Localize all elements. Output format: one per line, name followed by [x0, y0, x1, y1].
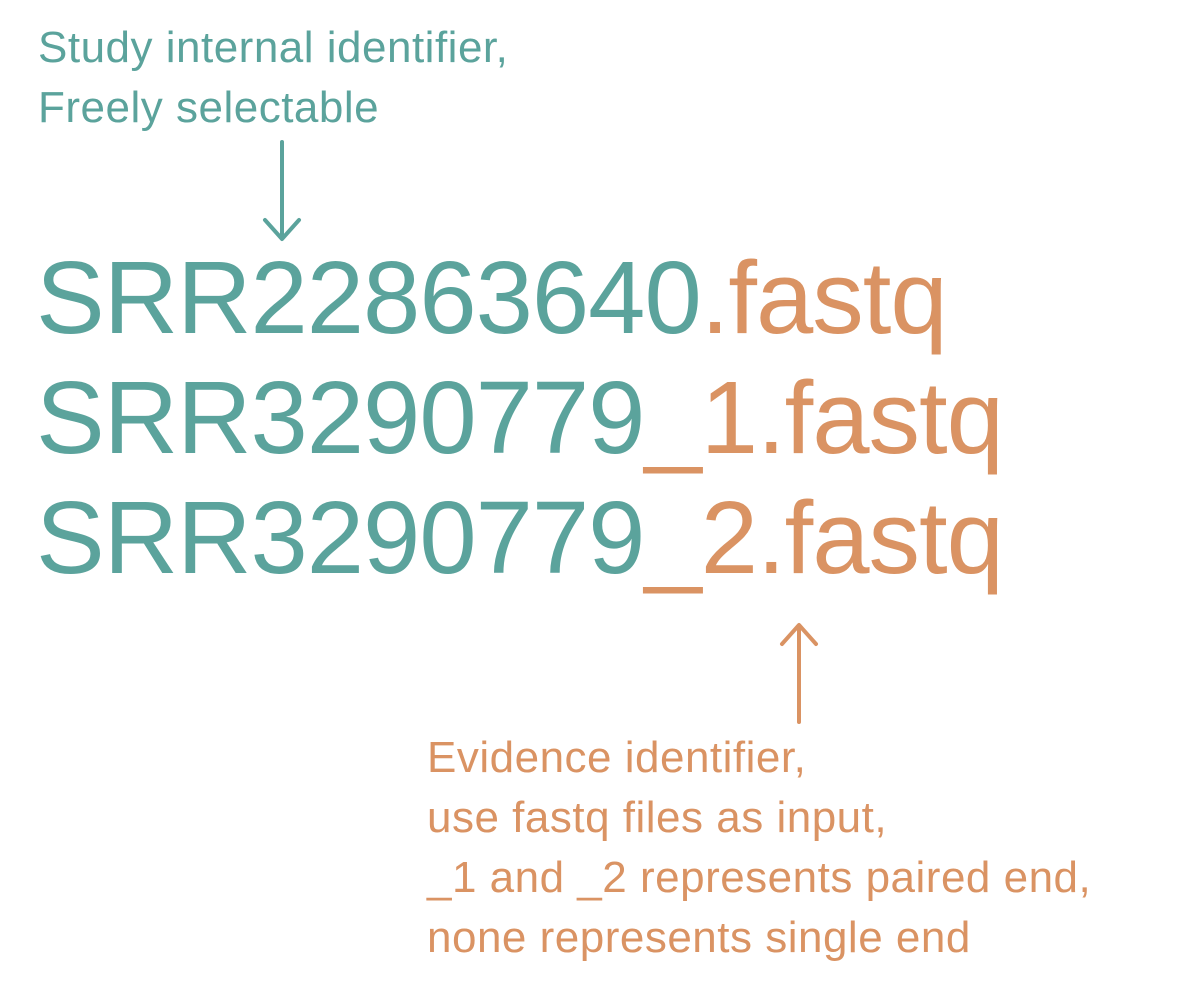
study-identifier-note: Study internal identifier, Freely select… [38, 18, 508, 138]
study-note-line: Freely selectable [38, 83, 380, 132]
study-note-line: Study internal identifier, [38, 23, 509, 72]
filename-row: SRR3290779_2.fastq [36, 478, 1004, 598]
evidence-note-line: _1 and _2 represents paired end, [427, 853, 1092, 902]
evidence-suffix: .fastq [700, 240, 948, 355]
up-arrow-icon [780, 623, 818, 724]
evidence-note-line: use fastq files as input, [427, 793, 888, 842]
study-id: SRR22863640 [36, 240, 702, 355]
study-id: SRR3290779 [36, 480, 645, 595]
filename-row: SRR22863640.fastq [36, 238, 1003, 358]
evidence-note-line: none represents single end [427, 913, 971, 962]
evidence-note-line: Evidence identifier, [427, 733, 807, 782]
evidence-suffix: _2.fastq [644, 480, 1003, 595]
evidence-suffix: _1.fastq [644, 360, 1003, 475]
filename-row: SRR3290779_1.fastq [36, 358, 1004, 478]
evidence-identifier-note: Evidence identifier, use fastq files as … [427, 728, 1091, 968]
down-arrow-icon [263, 140, 301, 241]
filename-examples: SRR22863640.fastq SRR3290779_1.fastq SRR… [36, 238, 1004, 598]
study-id: SRR3290779 [36, 360, 645, 475]
